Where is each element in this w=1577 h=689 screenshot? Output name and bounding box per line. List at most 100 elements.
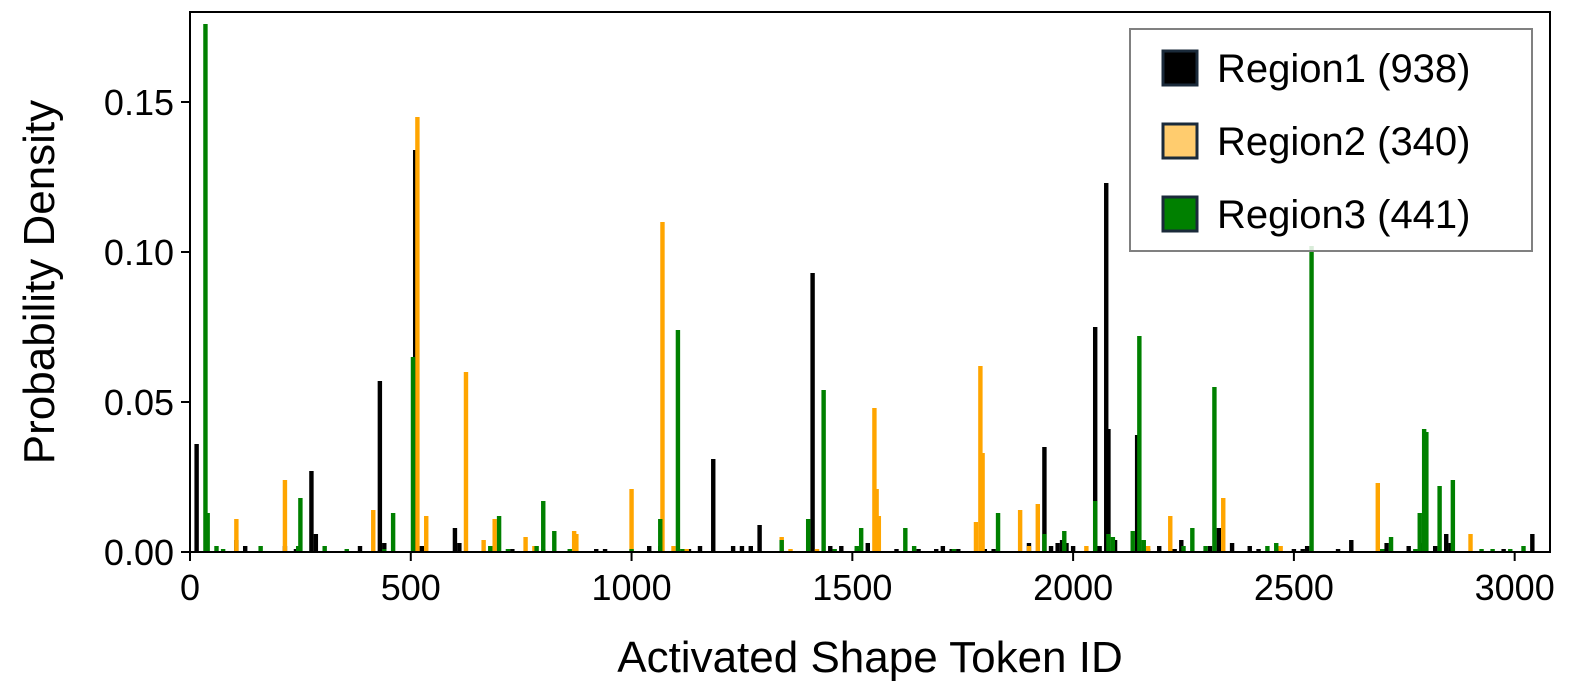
bar-series3-8 <box>344 549 349 552</box>
plot-frame <box>189 11 1551 553</box>
bar-series1-47 <box>1092 327 1098 552</box>
y-axis-title: Probability Density <box>15 100 64 464</box>
bar-series3-32 <box>995 513 1001 552</box>
bar-series3-17 <box>552 531 557 552</box>
bar-series3-26 <box>832 549 837 552</box>
bar-series1-64 <box>1300 549 1305 552</box>
bar-series1-24 <box>739 546 745 552</box>
bar-series1-51 <box>1112 540 1118 552</box>
bar-series1-39 <box>991 549 996 552</box>
bar-series1-8 <box>377 381 383 552</box>
bar-series3-24 <box>805 519 811 552</box>
bar-series2-19 <box>872 408 877 552</box>
bar-series3-58 <box>1508 549 1513 552</box>
bar-series2-27 <box>1035 504 1040 552</box>
bar-series3-36 <box>1106 534 1111 552</box>
bar-series1-70 <box>1406 546 1411 552</box>
bar-series3-1 <box>205 513 210 552</box>
bar-series1-25 <box>748 546 753 552</box>
bar-series3-31 <box>951 549 957 552</box>
bar-series3-37 <box>1110 537 1116 552</box>
bar-series3-27 <box>854 546 859 552</box>
bar-series3-29 <box>903 528 908 552</box>
bar-series1-72 <box>1432 546 1438 552</box>
bar-series1-61 <box>1256 549 1261 552</box>
bar-series3-23 <box>779 540 784 552</box>
bar-series2-15 <box>684 549 689 552</box>
bar-series2-12 <box>629 489 634 552</box>
bar-series3-43 <box>1203 546 1208 552</box>
bar-series3-15 <box>534 546 539 552</box>
bar-series2-33 <box>1375 483 1380 552</box>
bar-series3-54 <box>1437 486 1442 552</box>
bar-series3-56 <box>1479 549 1484 552</box>
bar-series3-18 <box>567 549 572 552</box>
legend-label-series1: Region1 (938) <box>1217 47 1471 91</box>
y-tick-label: 0.15 <box>104 82 174 123</box>
bar-series1-49 <box>1104 183 1109 552</box>
y-tick-label: 0.10 <box>104 232 174 273</box>
bar-series1-17 <box>602 549 608 552</box>
bar-series2-25 <box>1017 510 1023 552</box>
bar-series1-32 <box>894 549 899 552</box>
bar-series1-42 <box>1048 546 1054 552</box>
bar-series3-6 <box>298 498 303 552</box>
x-tick-label: 1000 <box>592 567 672 608</box>
bar-series1-0 <box>194 444 199 552</box>
bar-series3-47 <box>1309 246 1314 552</box>
bar-series1-18 <box>647 546 652 552</box>
bar-series3-51 <box>1417 513 1422 552</box>
bar-series3-22 <box>680 549 685 552</box>
legend-swatch-series3 <box>1161 195 1199 233</box>
bar-series1-23 <box>730 546 736 552</box>
bar-series3-11 <box>410 357 416 552</box>
bar-series1-69 <box>1384 543 1389 552</box>
bar-series3-13 <box>496 516 502 552</box>
bar-series3-35 <box>1092 501 1098 552</box>
bar-series3-39 <box>1137 336 1142 552</box>
bar-series2-9 <box>532 546 537 552</box>
bar-series1-66 <box>1335 549 1341 552</box>
bar-series3-2 <box>214 546 219 552</box>
bar-series1-60 <box>1247 546 1252 552</box>
axis-ticks: 0 500 1000 1500 2000 2500 3000 0.00 0.05 0.10 0.15 <box>104 82 1555 608</box>
bar-series1-12 <box>452 528 458 552</box>
x-tick-label: 2000 <box>1033 567 1113 608</box>
bar-series1-11 <box>419 546 425 552</box>
bar-series2-11 <box>574 534 579 552</box>
bar-series1-46 <box>1070 546 1076 552</box>
bar-series3-44 <box>1212 387 1217 552</box>
bar-series3-41 <box>1181 546 1186 552</box>
bar-series3-42 <box>1190 528 1195 552</box>
legend-swatch-series2 <box>1161 122 1199 160</box>
bar-series3-0 <box>203 24 208 552</box>
bar-series1-5 <box>309 471 314 552</box>
bar-series1-37 <box>956 549 961 552</box>
bar-series1-76 <box>1530 534 1535 552</box>
x-tick-label: 3000 <box>1475 567 1555 608</box>
bar-series1-59 <box>1229 543 1235 552</box>
bar-series1-6 <box>313 534 319 552</box>
bar-series2-0 <box>234 519 239 552</box>
bar-series1-43 <box>1055 543 1060 552</box>
bar-series1-63 <box>1291 549 1297 552</box>
bar-series1-21 <box>697 546 703 552</box>
bar-series2-32 <box>1278 546 1283 552</box>
x-axis-title: Activated Shape Token ID <box>617 633 1123 682</box>
legend-label-series2: Region2 (340) <box>1217 120 1471 164</box>
bar-series1-55 <box>1172 549 1177 552</box>
bar-series1-57 <box>1207 546 1213 552</box>
bar-series1-27 <box>810 273 815 552</box>
bar-series1-41 <box>1042 447 1047 552</box>
bar-series3-49 <box>1388 537 1394 552</box>
bar-series2-28 <box>1084 546 1089 552</box>
bar-series1-34 <box>934 549 939 552</box>
bar-series1-28 <box>828 546 833 552</box>
y-tick-label: 0.00 <box>104 532 174 573</box>
bars-layer <box>194 24 1535 552</box>
bar-series3-28 <box>858 528 864 552</box>
bar-series2-18 <box>814 549 820 552</box>
bar-series3-3 <box>220 549 226 552</box>
bar-series3-21 <box>675 330 681 552</box>
bar-series3-52 <box>1421 429 1427 552</box>
